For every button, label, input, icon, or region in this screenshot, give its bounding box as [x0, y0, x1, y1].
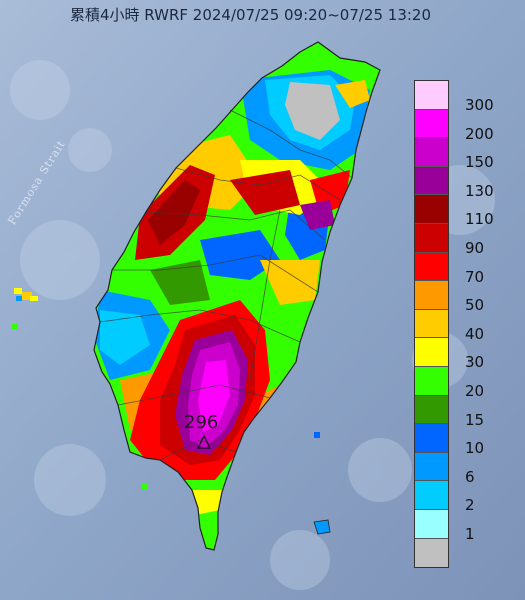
- penghu-islands: [12, 288, 38, 329]
- legend-swatch: [415, 223, 448, 253]
- legend-swatch: [415, 138, 448, 167]
- legend-colorbar: [414, 80, 449, 569]
- legend-swatch: [415, 452, 448, 482]
- legend-swatch: [415, 338, 448, 367]
- legend-swatch: [415, 509, 448, 539]
- legend-label: 150: [465, 153, 494, 172]
- map-title: 累積4小時 RWRF 2024/07/25 09:20~07/25 13:20: [70, 6, 432, 24]
- legend-swatch: [415, 195, 448, 224]
- legend-label: 10: [465, 439, 485, 458]
- legend-label: 30: [465, 353, 485, 372]
- legend-swatch: [415, 395, 448, 425]
- legend-label: 15: [465, 410, 485, 429]
- legend-swatch: [415, 281, 448, 310]
- legend-swatch: [415, 109, 448, 139]
- legend-label: 6: [465, 467, 475, 486]
- county-boundaries: [99, 109, 353, 461]
- legend-label: 2: [465, 496, 475, 515]
- legend-label: 110: [465, 210, 494, 229]
- legend-label: 130: [465, 181, 494, 200]
- legend-swatch: [415, 424, 448, 453]
- legend-label: 90: [465, 239, 485, 257]
- peak-value-label: 296: [184, 412, 219, 433]
- legend-label: 70: [465, 267, 485, 286]
- legend-label: 20: [465, 382, 485, 400]
- legend-swatch: [415, 252, 448, 282]
- legend-swatch: [415, 481, 448, 510]
- legend-swatch: [415, 366, 448, 396]
- legend-label: 200: [465, 124, 494, 143]
- legend-label: 40: [465, 324, 485, 343]
- legend-swatch: [415, 81, 448, 110]
- legend-label: 300: [465, 96, 494, 114]
- outlying-islands: [142, 432, 331, 535]
- legend-swatch: [415, 166, 448, 196]
- peak-marker-icon: [197, 434, 211, 449]
- legend-swatch: [415, 309, 448, 339]
- legend-label: 50: [465, 296, 485, 315]
- legend-label: 1: [465, 525, 475, 543]
- legend-swatch: [415, 538, 448, 568]
- island-outline: [93, 41, 381, 551]
